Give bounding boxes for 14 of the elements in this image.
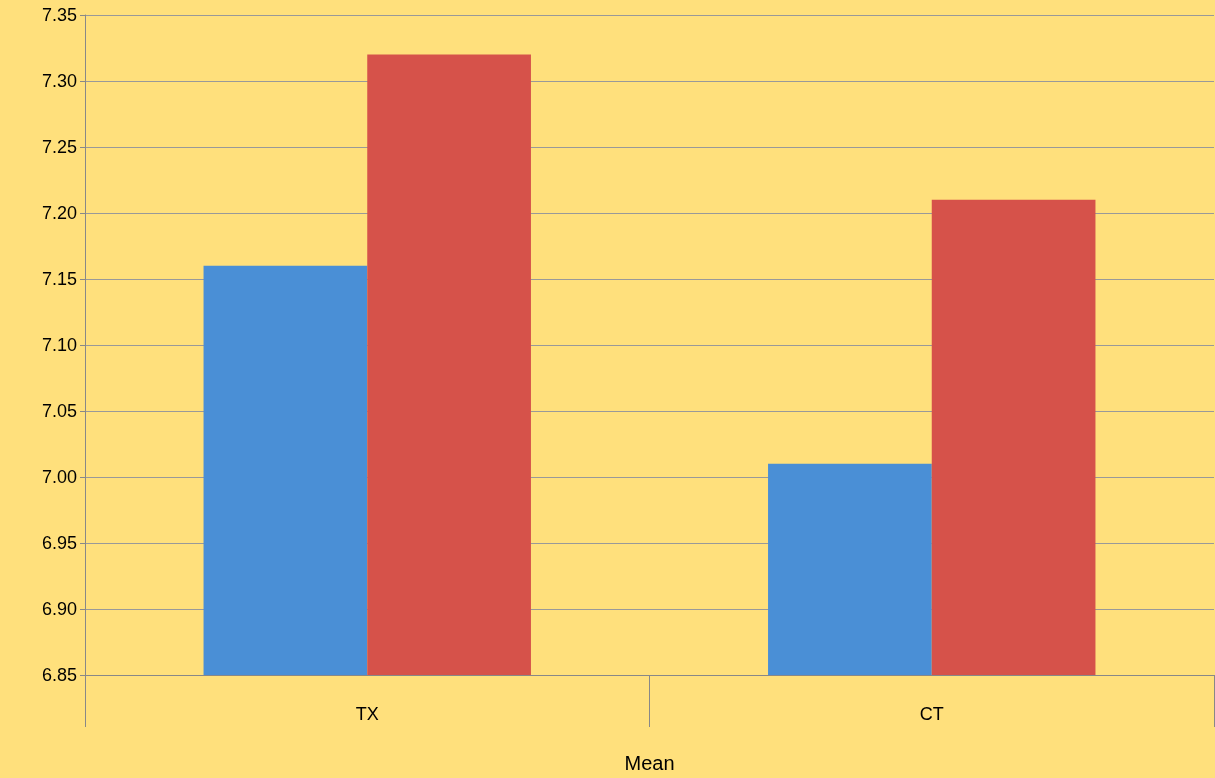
- y-tick-label: 7.20: [41, 203, 77, 223]
- x-tick-label: TX: [355, 704, 379, 724]
- y-tick-label: 6.95: [41, 533, 77, 553]
- y-tick-label: 6.85: [41, 665, 77, 685]
- y-tick-label: 7.15: [41, 269, 77, 289]
- y-tick-label: 7.00: [41, 467, 77, 487]
- y-tick-label: 7.30: [41, 71, 77, 91]
- y-tick-label: 7.05: [41, 401, 77, 421]
- y-tick-label: 7.35: [41, 5, 77, 25]
- y-tick-label: 6.90: [41, 599, 77, 619]
- x-tick-label: CT: [919, 704, 944, 724]
- y-tick-label: 7.10: [41, 335, 77, 355]
- x-axis-title: Mean: [624, 752, 675, 774]
- y-tick-label: 7.25: [41, 137, 77, 157]
